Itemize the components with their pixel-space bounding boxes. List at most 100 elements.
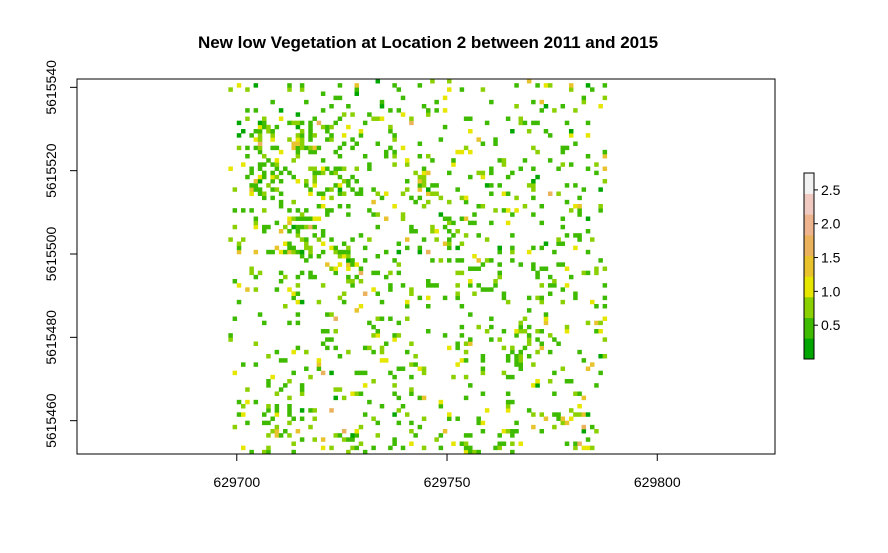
raster-cell [400,145,406,151]
raster-cell [320,166,326,171]
raster-cell [325,208,330,213]
raster-cell [409,229,414,234]
raster-cell [459,258,465,263]
raster-cell [270,374,275,380]
raster-cell [253,129,259,134]
raster-cell [497,249,502,255]
raster-cell [283,429,288,434]
raster-cell [295,179,301,184]
raster-cell [573,183,578,188]
raster-cell [312,145,317,151]
raster-cell [337,174,343,180]
raster-cell [295,137,301,142]
raster-cell [409,224,414,230]
raster-cell [480,170,486,176]
raster-cell [274,429,280,434]
raster-cell [447,345,452,351]
raster-cell [463,216,469,221]
raster-cell [581,429,587,434]
raster-cell [459,333,465,338]
raster-cell [510,433,515,438]
raster-cell [270,174,275,180]
raster-cell [497,270,502,276]
raster-cell [350,174,355,180]
raster-cell [564,324,570,330]
raster-cell [358,191,364,196]
raster-cell [274,174,280,180]
raster-cell [291,441,296,446]
raster-cell [236,412,242,417]
raster-cell [236,241,242,246]
raster-cell [585,229,591,234]
raster-cell [295,124,301,130]
raster-cell [375,333,381,338]
raster-cell [556,191,561,196]
raster-cell [375,316,381,321]
raster-cell [501,291,507,296]
raster-cell [560,145,566,151]
raster-cell [291,158,296,163]
raster-cell [274,166,280,171]
raster-cell [375,270,381,276]
raster-cell [476,266,481,271]
raster-cell [535,329,540,334]
raster-cell [325,137,330,142]
raster-cell [316,145,322,151]
raster-cell [556,262,561,267]
raster-cell [287,408,292,413]
x-tick-label: 629800 [634,474,681,490]
raster-cell [568,379,574,384]
raster-cell [392,204,397,209]
raster-cell [354,274,360,280]
raster-cell [337,187,343,192]
raster-cell [333,433,338,438]
raster-cell [421,445,427,451]
raster-cell [308,216,313,221]
raster-cell [320,249,326,255]
raster-cell [518,320,524,326]
raster-cell [346,212,351,217]
raster-cell [337,191,343,196]
raster-cell [404,162,410,167]
raster-cell [489,99,494,105]
raster-cell [472,212,477,217]
raster-cell [472,291,477,296]
raster-cell [337,154,343,159]
raster-cell [535,379,540,384]
raster-cell [320,124,326,130]
raster-cell [362,412,368,417]
raster-cell [240,404,246,409]
raster-cell [539,108,545,113]
raster-cell [421,237,427,242]
raster-cell [354,433,360,438]
raster-cell [346,245,351,251]
raster-cell [602,337,608,342]
raster-cell [350,145,355,151]
raster-cell [484,183,490,188]
raster-cell [430,258,435,263]
raster-cell [459,87,465,92]
raster-cell [501,191,507,196]
raster-cell [568,133,574,138]
raster-cell [388,316,393,321]
raster-cell [476,420,481,426]
raster-cell [497,245,502,251]
raster-cell [489,191,494,196]
raster-cell [409,420,414,426]
raster-cell [337,249,343,255]
raster-cell [577,349,582,355]
raster-cell [341,299,347,305]
raster-cell [426,279,431,284]
raster-cell [367,166,372,171]
raster-cell [505,191,511,196]
raster-cell [535,120,540,126]
raster-cell [514,104,519,109]
raster-cell [375,79,381,84]
raster-cell [409,287,414,292]
raster-cell [354,141,360,146]
raster-cell [262,154,267,159]
raster-cell [455,229,460,234]
raster-cell [468,449,473,455]
raster-cell [354,87,360,92]
raster-cell [409,116,414,121]
